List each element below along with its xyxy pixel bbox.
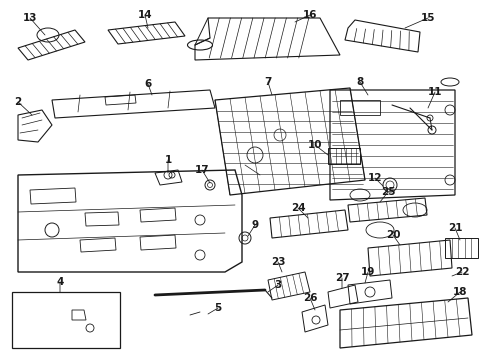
Text: 11: 11 [427,87,441,97]
Text: 25: 25 [380,187,394,197]
Text: 3: 3 [274,280,281,290]
Text: 21: 21 [447,223,461,233]
Text: 10: 10 [307,140,322,150]
Text: 12: 12 [367,173,382,183]
Text: 20: 20 [385,230,400,240]
Text: 4: 4 [56,277,63,287]
Text: 9: 9 [251,220,258,230]
Text: 24: 24 [290,203,305,213]
Text: 15: 15 [420,13,434,23]
Text: 6: 6 [144,79,151,89]
Text: 16: 16 [302,10,317,20]
Text: 27: 27 [334,273,348,283]
Text: 5: 5 [214,303,221,313]
Text: 23: 23 [270,257,285,267]
Text: 14: 14 [138,10,152,20]
Text: 13: 13 [23,13,37,23]
Text: 22: 22 [454,267,468,277]
Text: 8: 8 [356,77,363,87]
Text: 7: 7 [264,77,271,87]
Text: 26: 26 [302,293,317,303]
Text: 18: 18 [452,287,467,297]
Text: 2: 2 [14,97,21,107]
Text: 1: 1 [164,155,171,165]
Text: 17: 17 [194,165,209,175]
Text: 19: 19 [360,267,374,277]
